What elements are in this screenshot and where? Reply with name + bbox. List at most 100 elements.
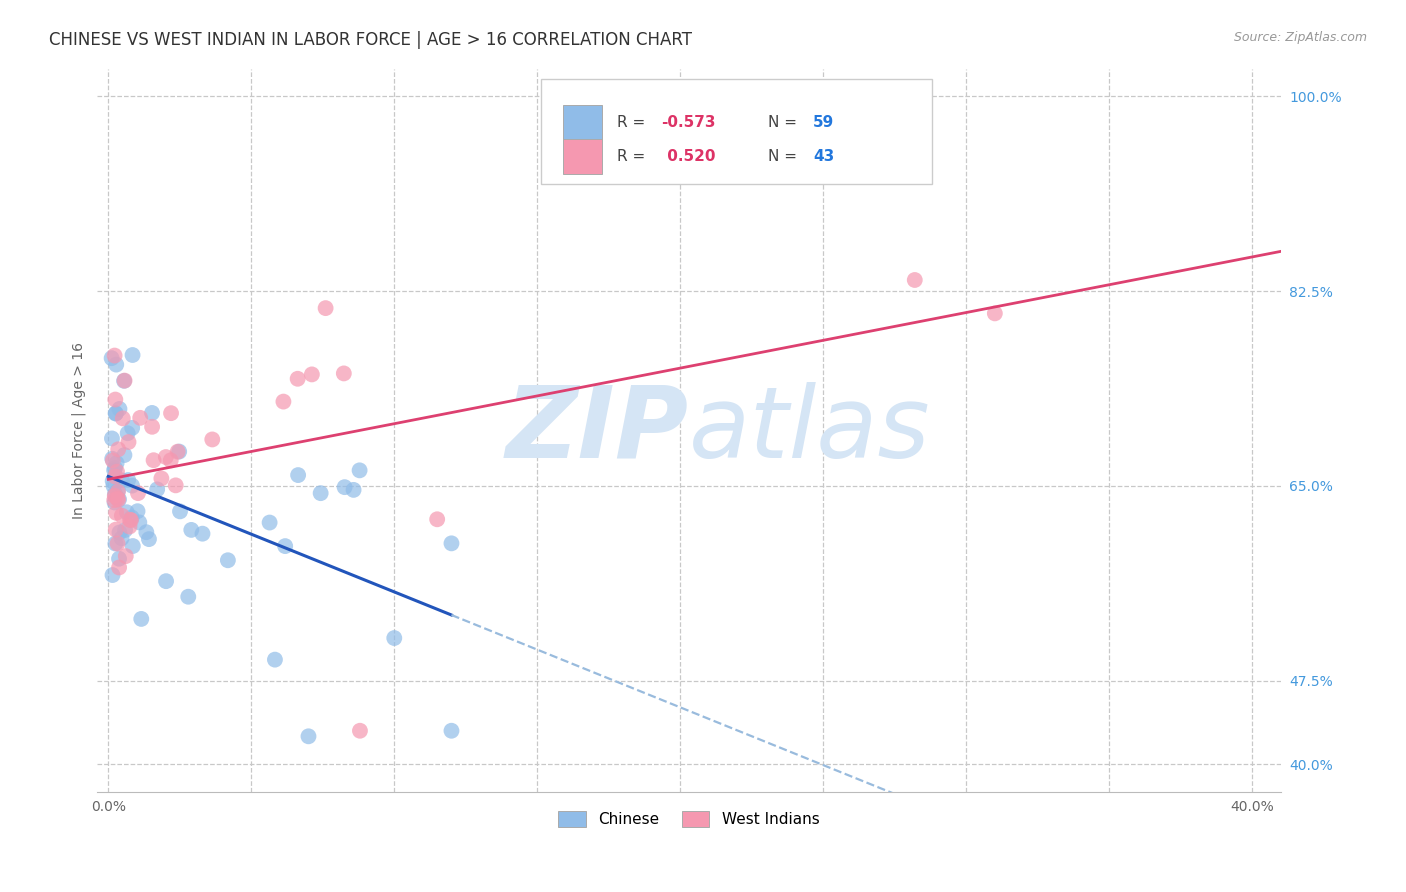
Chinese	[110, 531, 132, 545]
FancyBboxPatch shape	[564, 104, 602, 139]
Chinese	[440, 536, 463, 550]
Chinese	[177, 590, 200, 604]
Chinese	[103, 463, 125, 477]
Chinese	[104, 536, 127, 550]
Chinese	[104, 487, 127, 501]
West Indians	[103, 493, 125, 508]
Chinese	[342, 483, 364, 497]
West Indians	[201, 433, 224, 447]
Chinese	[103, 495, 125, 509]
West Indians	[984, 306, 1007, 320]
Chinese	[138, 532, 160, 546]
Chinese	[101, 432, 124, 446]
West Indians	[165, 478, 187, 492]
Text: ZIP: ZIP	[506, 382, 689, 479]
West Indians	[104, 349, 127, 363]
Chinese	[115, 505, 138, 519]
Chinese	[105, 456, 128, 470]
West Indians	[120, 513, 142, 527]
Chinese	[111, 473, 134, 487]
Chinese	[108, 525, 131, 540]
West Indians	[159, 453, 181, 467]
Chinese	[103, 479, 125, 493]
Text: R =: R =	[617, 149, 650, 164]
West Indians	[105, 465, 128, 479]
Chinese	[112, 448, 135, 462]
Chinese	[107, 483, 129, 498]
West Indians	[107, 536, 129, 550]
Chinese	[191, 526, 214, 541]
Chinese	[121, 348, 143, 362]
West Indians	[129, 410, 152, 425]
Chinese	[127, 504, 149, 518]
West Indians	[287, 372, 309, 386]
Chinese	[117, 426, 139, 441]
Chinese	[101, 568, 124, 582]
Chinese	[297, 729, 319, 743]
West Indians	[104, 523, 127, 537]
Chinese	[117, 473, 139, 487]
West Indians	[273, 394, 295, 409]
West Indians	[160, 406, 183, 420]
Chinese	[105, 358, 128, 372]
Chinese	[121, 539, 143, 553]
West Indians	[118, 519, 141, 533]
Chinese	[155, 574, 177, 589]
Text: R =: R =	[617, 114, 650, 129]
Chinese	[104, 406, 127, 420]
West Indians	[107, 492, 129, 507]
Chinese	[146, 483, 169, 497]
Text: N =: N =	[768, 149, 801, 164]
Chinese	[287, 468, 309, 483]
Chinese	[121, 510, 143, 524]
Legend: Chinese, West Indians: Chinese, West Indians	[551, 804, 827, 835]
West Indians	[117, 435, 139, 450]
West Indians	[104, 469, 127, 483]
West Indians	[904, 273, 927, 287]
West Indians	[107, 484, 129, 499]
West Indians	[333, 367, 356, 381]
West Indians	[150, 471, 173, 485]
West Indians	[166, 444, 188, 458]
Chinese	[180, 523, 202, 537]
Text: CHINESE VS WEST INDIAN IN LABOR FORCE | AGE > 16 CORRELATION CHART: CHINESE VS WEST INDIAN IN LABOR FORCE | …	[49, 31, 692, 49]
Chinese	[104, 461, 127, 475]
Chinese	[112, 374, 135, 388]
West Indians	[111, 411, 134, 425]
FancyBboxPatch shape	[541, 79, 932, 185]
Chinese	[121, 421, 143, 435]
Chinese	[264, 653, 287, 667]
FancyBboxPatch shape	[564, 139, 602, 174]
West Indians	[114, 549, 136, 563]
Text: 0.520: 0.520	[662, 149, 716, 164]
West Indians	[301, 368, 323, 382]
West Indians	[101, 453, 124, 467]
Chinese	[440, 723, 463, 738]
Chinese	[108, 492, 131, 507]
Text: 59: 59	[813, 114, 834, 129]
Chinese	[309, 486, 332, 500]
Chinese	[108, 401, 131, 416]
West Indians	[142, 453, 165, 467]
Text: Source: ZipAtlas.com: Source: ZipAtlas.com	[1233, 31, 1367, 45]
Text: N =: N =	[768, 114, 801, 129]
Chinese	[128, 516, 150, 530]
West Indians	[105, 491, 128, 506]
Chinese	[100, 351, 122, 366]
West Indians	[111, 508, 134, 523]
Chinese	[349, 463, 371, 477]
Chinese	[129, 612, 152, 626]
Chinese	[333, 480, 356, 494]
Y-axis label: In Labor Force | Age > 16: In Labor Force | Age > 16	[72, 342, 86, 519]
Text: -0.573: -0.573	[662, 114, 716, 129]
Chinese	[101, 451, 124, 466]
West Indians	[107, 442, 129, 457]
Chinese	[101, 474, 124, 488]
West Indians	[349, 723, 371, 738]
Chinese	[274, 539, 297, 553]
West Indians	[120, 513, 142, 527]
Chinese	[135, 525, 157, 540]
West Indians	[108, 560, 131, 574]
Chinese	[114, 523, 136, 537]
West Indians	[155, 450, 177, 464]
